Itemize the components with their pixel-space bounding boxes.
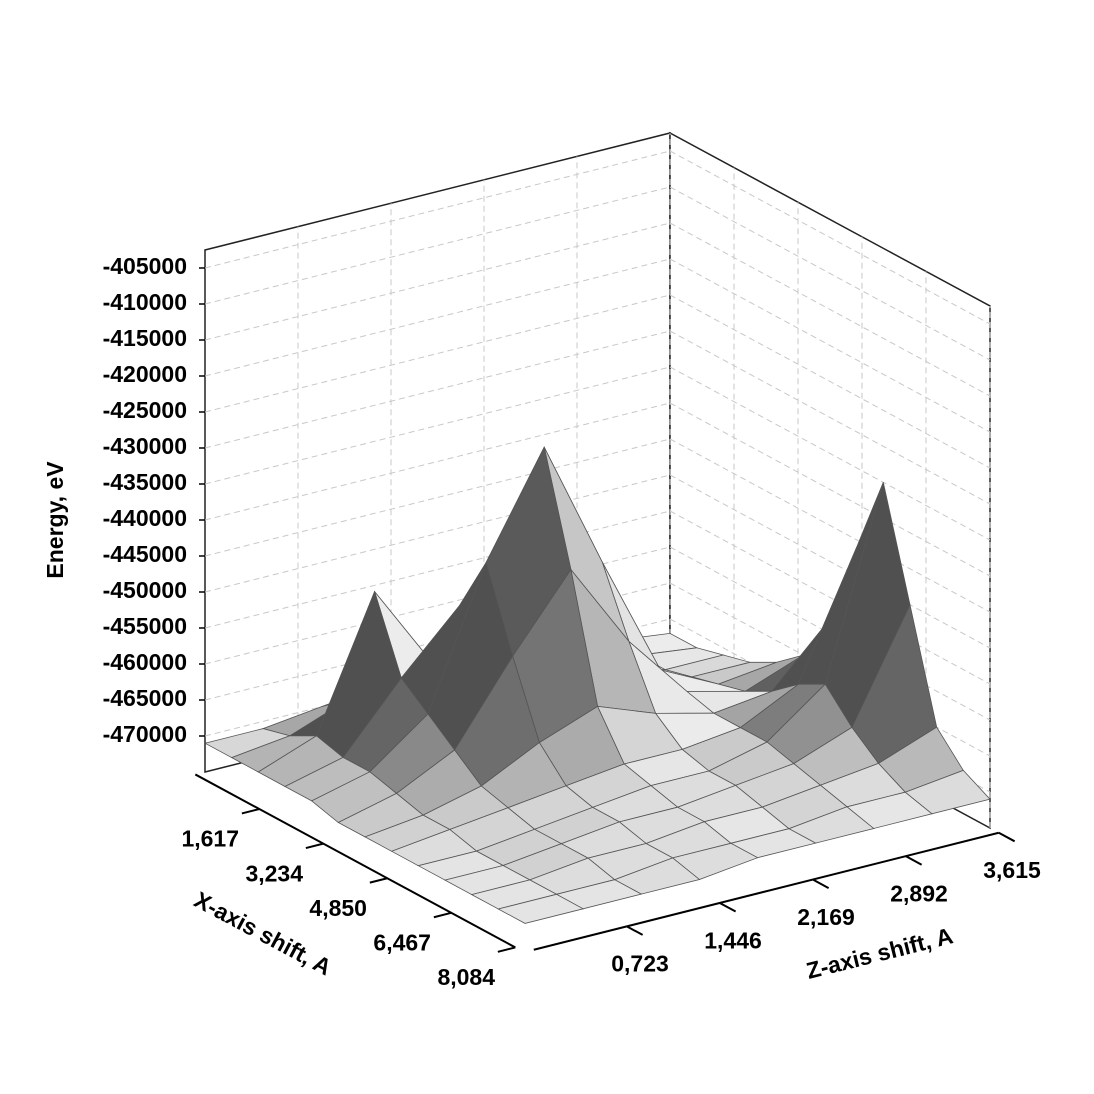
tick <box>905 855 923 866</box>
z-tick-label: -410000 <box>103 289 187 315</box>
tick <box>433 911 452 919</box>
z-tick-label: -405000 <box>103 253 187 279</box>
z-tick-label: -445000 <box>103 541 187 567</box>
z-tick-label: -455000 <box>103 613 187 639</box>
x-tick-label: 1,617 <box>181 826 239 852</box>
z-tick-label: -430000 <box>103 433 187 459</box>
grid-line <box>669 330 991 505</box>
grid-line <box>669 438 991 613</box>
tick <box>369 877 388 884</box>
tick <box>241 808 260 815</box>
grid-line <box>669 294 991 469</box>
grid-line <box>669 510 991 685</box>
x-tick-label: 4,850 <box>309 895 367 921</box>
z-tick-label: -470000 <box>103 721 187 747</box>
y-tick-label: 1,446 <box>704 927 762 953</box>
x-tick-label: 8,084 <box>437 964 495 990</box>
z-tick-label: -425000 <box>103 397 187 423</box>
tick <box>719 902 737 913</box>
tick <box>626 925 644 936</box>
grid-line <box>669 222 991 397</box>
z-tick-label: -460000 <box>103 649 187 675</box>
grid-line <box>669 150 991 325</box>
tick <box>998 831 1016 843</box>
tick <box>812 878 830 889</box>
axis-line <box>533 831 1000 951</box>
z-tick-label: -415000 <box>103 325 187 351</box>
grid-line <box>669 402 991 577</box>
z-tick-label: -435000 <box>103 469 187 495</box>
y-tick-label: 3,615 <box>983 857 1041 883</box>
x-tick-label: 3,234 <box>245 860 303 886</box>
surface-cell <box>497 893 585 924</box>
z-tick-label: -440000 <box>103 505 187 531</box>
z-tick-label: -465000 <box>103 685 187 711</box>
x-tick-label: 6,467 <box>373 929 431 955</box>
grid-line <box>669 366 991 541</box>
y-tick-label: 0,723 <box>611 951 669 977</box>
z-tick-label: -450000 <box>103 577 187 603</box>
tick <box>497 946 516 953</box>
z-tick-label: -420000 <box>103 361 187 387</box>
y-axis-title: Z-axis shift, A <box>804 922 956 984</box>
y-tick-label: 2,169 <box>797 904 855 930</box>
grid-line <box>669 258 991 433</box>
y-tick-label: 2,892 <box>890 880 948 906</box>
tick <box>305 842 324 850</box>
axis-line <box>194 773 516 949</box>
grid-line <box>669 186 991 361</box>
grid-line <box>669 474 991 649</box>
z-axis-title: Energy, eV <box>42 461 68 579</box>
